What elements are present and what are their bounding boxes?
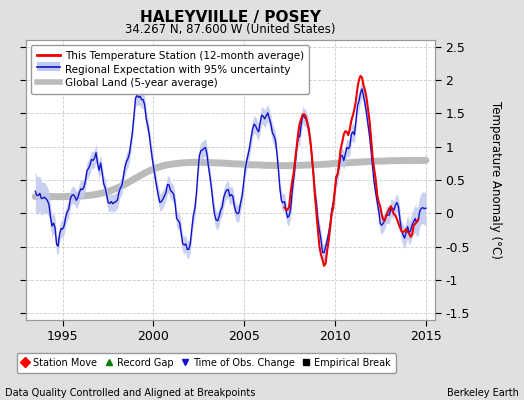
- Text: 34.267 N, 87.600 W (United States): 34.267 N, 87.600 W (United States): [125, 23, 336, 36]
- Y-axis label: Temperature Anomaly (°C): Temperature Anomaly (°C): [489, 101, 503, 259]
- Text: Berkeley Earth: Berkeley Earth: [447, 388, 519, 398]
- Text: HALEYVIILLE / POSEY: HALEYVIILLE / POSEY: [140, 10, 321, 25]
- Text: Data Quality Controlled and Aligned at Breakpoints: Data Quality Controlled and Aligned at B…: [5, 388, 256, 398]
- Legend: Station Move, Record Gap, Time of Obs. Change, Empirical Break: Station Move, Record Gap, Time of Obs. C…: [17, 353, 396, 372]
